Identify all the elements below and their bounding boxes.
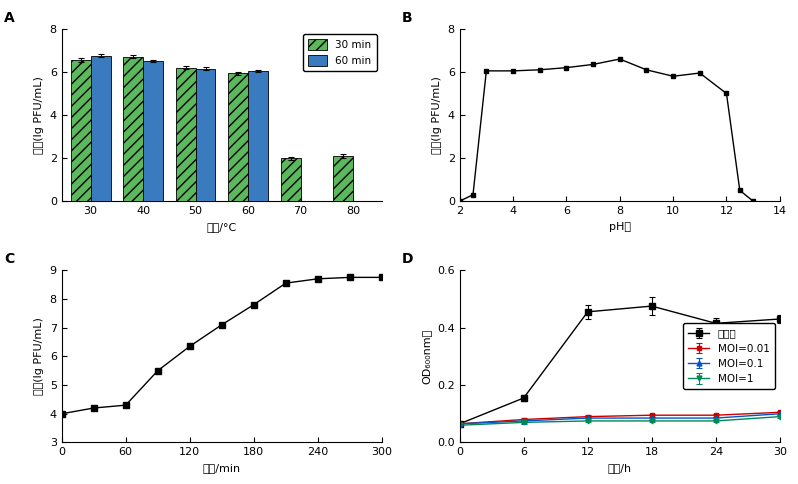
Bar xyxy=(333,156,353,201)
Bar xyxy=(228,73,248,201)
X-axis label: 时间/min: 时间/min xyxy=(203,463,241,473)
Y-axis label: 效价(lg PFU/mL): 效价(lg PFU/mL) xyxy=(34,76,44,154)
Y-axis label: 效价(lg PFU/mL): 效价(lg PFU/mL) xyxy=(432,76,442,154)
Y-axis label: OD₆₀₀nm値: OD₆₀₀nm値 xyxy=(421,329,432,384)
Legend: 对照组, MOI=0.01, MOI=0.1, MOI=1: 对照组, MOI=0.01, MOI=0.1, MOI=1 xyxy=(683,323,775,389)
Bar xyxy=(248,71,268,201)
Bar xyxy=(91,56,111,201)
X-axis label: pH値: pH値 xyxy=(609,222,630,231)
Bar xyxy=(123,57,143,201)
Bar xyxy=(176,68,196,201)
Text: D: D xyxy=(402,252,413,266)
Text: C: C xyxy=(4,252,14,266)
Y-axis label: 效价(lg PFU/mL): 效价(lg PFU/mL) xyxy=(34,318,44,395)
Legend: 30 min, 60 min: 30 min, 60 min xyxy=(303,34,377,72)
Bar xyxy=(143,61,163,201)
X-axis label: 温度/°C: 温度/°C xyxy=(207,222,237,231)
Text: A: A xyxy=(4,11,15,25)
Text: B: B xyxy=(402,11,413,25)
Bar xyxy=(281,158,301,201)
X-axis label: 时间/h: 时间/h xyxy=(607,463,632,473)
Bar xyxy=(196,69,215,201)
Bar xyxy=(71,60,91,201)
